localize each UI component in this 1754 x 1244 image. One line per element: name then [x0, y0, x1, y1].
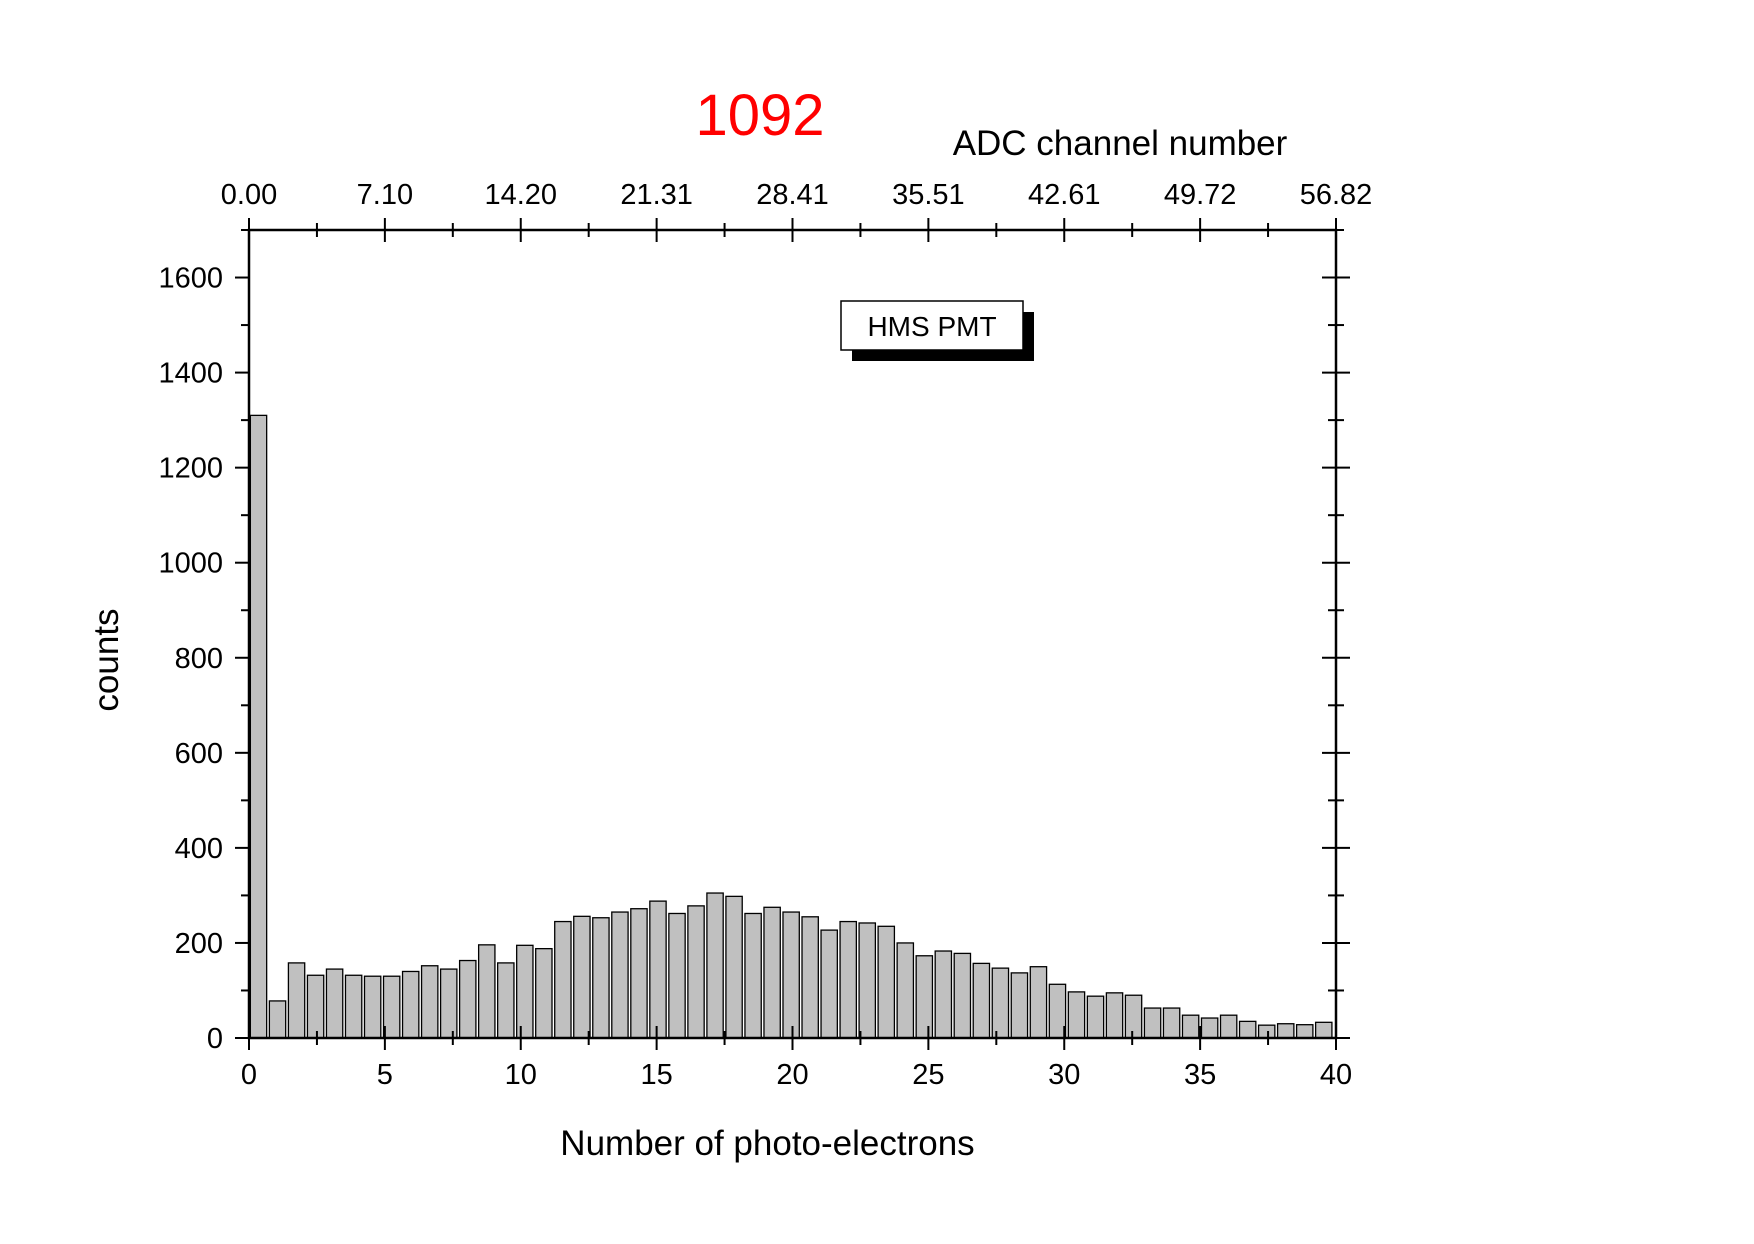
- x-tick-label: 5: [377, 1059, 393, 1091]
- bar: [972, 962, 991, 1039]
- bar: [801, 916, 819, 1039]
- legend-label: HMS PMT: [867, 311, 996, 342]
- bar: [439, 968, 458, 1039]
- bar: [268, 1000, 287, 1039]
- bar: [1067, 991, 1086, 1039]
- bar: [896, 942, 915, 1039]
- x-tick-label: 10: [505, 1059, 537, 1091]
- bar: [782, 911, 800, 1039]
- bar: [382, 975, 401, 1039]
- y-tick-label: 800: [175, 643, 223, 675]
- bar: [554, 920, 572, 1039]
- bar: [1200, 1017, 1219, 1039]
- bars-layer: [249, 414, 1333, 1039]
- x-tick-label: 30: [1048, 1059, 1080, 1091]
- bar: [763, 906, 781, 1039]
- x-tick-label: 0: [241, 1059, 257, 1091]
- bar: [420, 965, 439, 1039]
- bar: [1029, 966, 1048, 1039]
- bar: [249, 414, 268, 1039]
- bar: [706, 892, 724, 1039]
- x-tick-label: 35: [1184, 1059, 1216, 1091]
- y-tick-label: 400: [175, 833, 223, 865]
- bar: [477, 944, 496, 1039]
- bar: [1238, 1020, 1257, 1039]
- chart-title: 1092: [695, 83, 824, 148]
- top-tick-label: 14.20: [484, 179, 557, 211]
- bar: [611, 911, 629, 1039]
- y-tick-label: 200: [175, 928, 223, 960]
- bar: [687, 905, 705, 1039]
- bar: [649, 900, 667, 1039]
- bar: [991, 967, 1010, 1039]
- bar: [820, 929, 838, 1039]
- bar: [1314, 1021, 1333, 1039]
- bar: [306, 974, 325, 1039]
- bar: [1219, 1014, 1238, 1039]
- bar: [1010, 972, 1029, 1039]
- top-axis-label: ADC channel number: [953, 124, 1288, 163]
- top-tick-label: 35.51: [892, 179, 965, 211]
- axes-layer: [235, 218, 1350, 1050]
- top-tick-label: 0.00: [221, 179, 277, 211]
- top-tick-label: 28.41: [756, 179, 829, 211]
- bar: [934, 950, 953, 1039]
- bar: [497, 962, 515, 1039]
- bar: [1124, 994, 1143, 1039]
- bar: [592, 917, 610, 1039]
- bar: [1295, 1024, 1314, 1039]
- y-axis-label: counts: [87, 608, 126, 711]
- x-tick-label: 15: [640, 1059, 672, 1091]
- x-tick-label: 40: [1320, 1059, 1352, 1091]
- bar: [287, 962, 306, 1039]
- bar: [1143, 1007, 1162, 1039]
- y-tick-label: 600: [175, 738, 223, 770]
- x-tick-label: 20: [776, 1059, 808, 1091]
- bar: [401, 970, 420, 1039]
- labels-layer: 0 5 10 15 20 25 30 35 40 0.00 7.10 14.20 21.31 28.41 3…: [87, 83, 1372, 1163]
- bar: [744, 912, 762, 1039]
- top-tick-label: 42.61: [1028, 179, 1101, 211]
- bar: [630, 908, 648, 1039]
- bar: [1105, 992, 1124, 1039]
- x-axis-label: Number of photo-electrons: [560, 1124, 974, 1163]
- bar: [915, 955, 934, 1039]
- legend-box: [840, 300, 1024, 351]
- bar: [1276, 1023, 1295, 1039]
- bar: [725, 895, 743, 1039]
- top-tick-label: 56.82: [1300, 179, 1373, 211]
- bar: [1048, 983, 1067, 1039]
- bar: [668, 912, 686, 1039]
- bar: [573, 915, 591, 1039]
- bar: [458, 959, 477, 1039]
- bar: [516, 944, 534, 1039]
- bar: [1181, 1014, 1200, 1039]
- bar: [363, 975, 382, 1039]
- bar: [877, 925, 896, 1039]
- top-tick-label: 21.31: [620, 179, 693, 211]
- x-tick-label: 25: [912, 1059, 944, 1091]
- y-tick-label: 1000: [158, 548, 223, 580]
- bar: [953, 952, 972, 1039]
- top-tick-label: 7.10: [357, 179, 413, 211]
- bar: [858, 922, 877, 1039]
- bar: [1162, 1007, 1181, 1039]
- bar: [839, 920, 858, 1039]
- top-tick-label: 49.72: [1164, 179, 1237, 211]
- legend: HMS PMT: [840, 300, 1034, 361]
- bar: [1086, 995, 1105, 1039]
- bar: [325, 968, 344, 1039]
- bar: [1257, 1024, 1276, 1039]
- bar: [535, 947, 553, 1039]
- y-tick-label: 1600: [158, 263, 223, 295]
- y-tick-label: 0: [207, 1023, 223, 1055]
- y-tick-label: 1200: [158, 453, 223, 485]
- bar: [344, 974, 363, 1039]
- y-tick-label: 1400: [158, 358, 223, 390]
